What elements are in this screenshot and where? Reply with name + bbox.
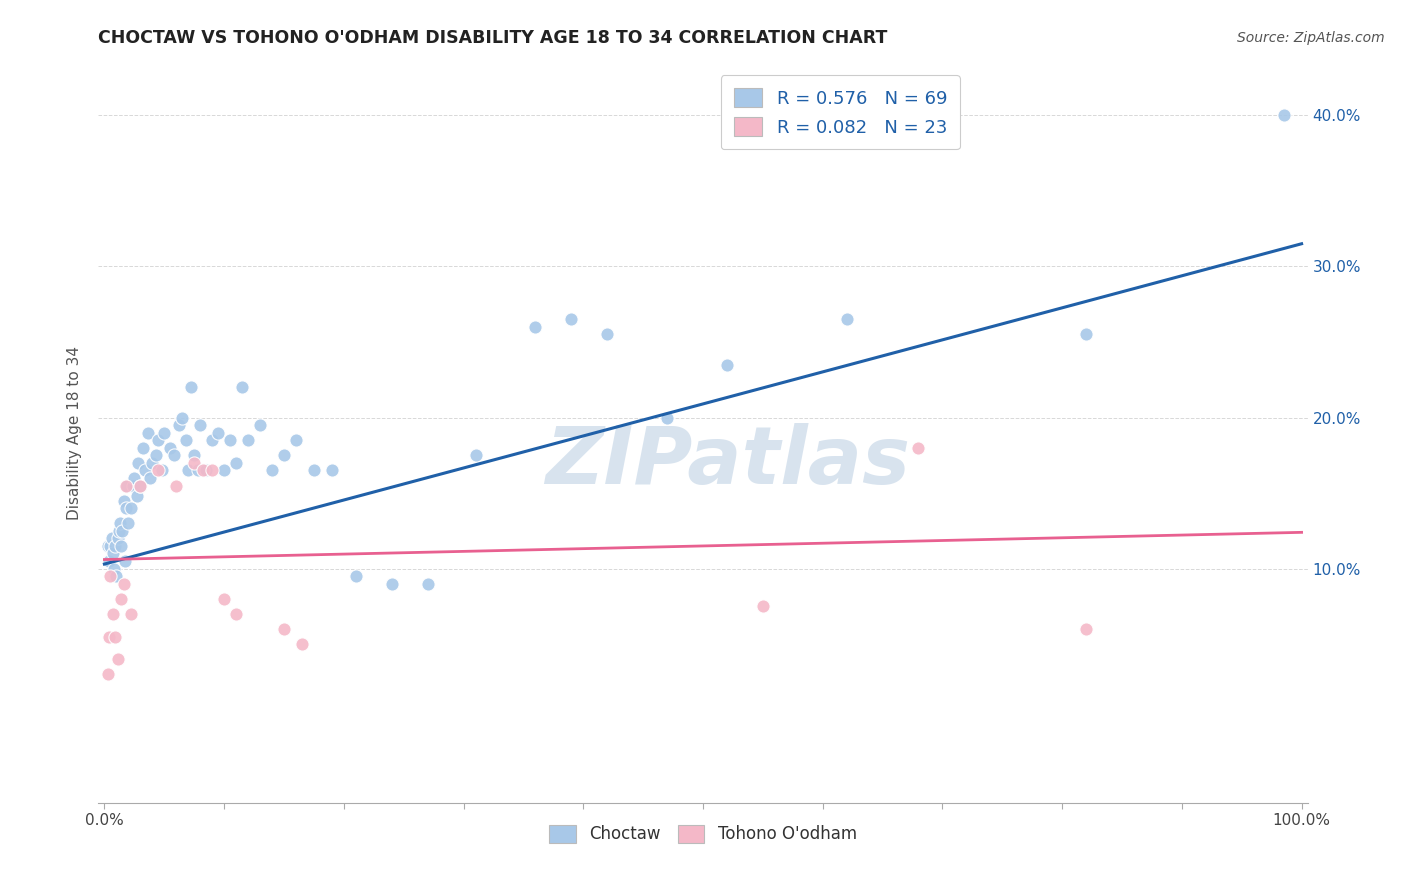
Point [1074, 327, 1097, 342]
Point [100, 532, 122, 546]
Point [165, 478, 187, 492]
Point [139, 471, 162, 485]
Point [129, 478, 152, 492]
Point [159, 441, 181, 455]
Point [183, 456, 205, 470]
Point [260, 463, 283, 477]
Point [145, 448, 167, 462]
Point [835, 312, 858, 326]
Point [180, 380, 202, 394]
Point [107, 652, 129, 666]
Point [115, 501, 138, 516]
Point [201, 433, 224, 447]
Point [107, 532, 129, 546]
Point [148, 433, 170, 447]
Legend: Choctaw, Tohono O'odham: Choctaw, Tohono O'odham [543, 818, 863, 850]
Text: CHOCTAW VS TOHONO O'ODHAM DISABILITY AGE 18 TO 34 CORRELATION CHART: CHOCTAW VS TOHONO O'ODHAM DISABILITY AGE… [98, 29, 887, 47]
Point [167, 418, 190, 433]
Point [120, 607, 142, 621]
Point [107, 524, 129, 538]
Point [225, 607, 247, 621]
Point [187, 463, 209, 477]
Point [524, 319, 547, 334]
Point [120, 501, 142, 516]
Point [416, 576, 439, 591]
Point [104, 630, 127, 644]
Point [132, 441, 155, 455]
Point [183, 448, 205, 462]
Point [655, 410, 678, 425]
Point [321, 463, 343, 477]
Point [110, 539, 132, 553]
Point [110, 591, 132, 606]
Point [100, 569, 122, 583]
Point [207, 425, 229, 440]
Point [1074, 622, 1097, 636]
Point [98, 554, 121, 568]
Point [100, 539, 122, 553]
Point [231, 380, 253, 394]
Point [201, 463, 224, 477]
Point [112, 576, 135, 591]
Point [124, 471, 146, 485]
Point [134, 463, 156, 477]
Point [129, 478, 152, 492]
Point [122, 478, 145, 492]
Text: ZIPatlas: ZIPatlas [544, 423, 910, 501]
Point [101, 547, 124, 561]
Point [716, 358, 738, 372]
Point [103, 561, 125, 575]
Point [114, 554, 136, 568]
Text: Source: ZipAtlas.com: Source: ZipAtlas.com [1237, 31, 1385, 45]
Point [153, 425, 176, 440]
Point [273, 448, 295, 462]
Point [104, 539, 127, 553]
Point [236, 433, 259, 447]
Point [219, 433, 242, 447]
Point [174, 433, 197, 447]
Point [249, 418, 271, 433]
Point [225, 456, 247, 470]
Point [464, 448, 486, 462]
Point [105, 569, 128, 583]
Point [291, 637, 314, 651]
Point [148, 463, 170, 477]
Point [212, 591, 235, 606]
Point [177, 463, 200, 477]
Point [112, 493, 135, 508]
Point [125, 489, 148, 503]
Point [111, 524, 134, 538]
Point [163, 448, 186, 462]
Point [172, 410, 194, 425]
Point [108, 516, 131, 531]
Y-axis label: Disability Age 18 to 34: Disability Age 18 to 34 [66, 345, 82, 520]
Point [98, 630, 121, 644]
Point [136, 425, 159, 440]
Point [752, 599, 775, 614]
Point [115, 478, 138, 492]
Point [188, 418, 211, 433]
Point [302, 463, 325, 477]
Point [127, 456, 149, 470]
Point [212, 463, 235, 477]
Point [150, 463, 173, 477]
Point [907, 441, 929, 455]
Point [344, 569, 367, 583]
Point [101, 607, 124, 621]
Point [596, 327, 619, 342]
Point [191, 463, 214, 477]
Point [560, 312, 582, 326]
Point [141, 456, 163, 470]
Point [284, 433, 307, 447]
Point [273, 622, 295, 636]
Point [195, 463, 218, 477]
Point [1272, 108, 1295, 122]
Point [117, 516, 139, 531]
Point [381, 576, 404, 591]
Point [97, 667, 120, 681]
Point [115, 478, 138, 492]
Point [97, 539, 120, 553]
